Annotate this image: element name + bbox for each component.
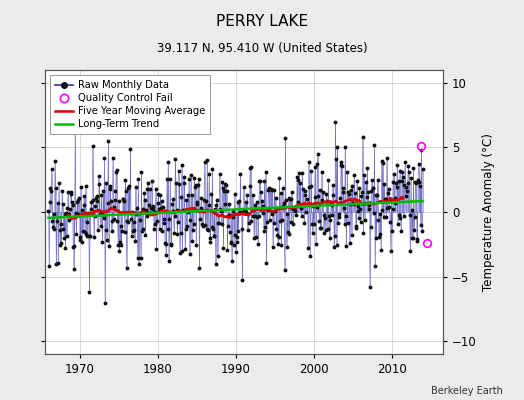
Text: Berkeley Earth: Berkeley Earth	[431, 386, 503, 396]
Text: PERRY LAKE: PERRY LAKE	[216, 14, 308, 29]
Text: 39.117 N, 95.410 W (United States): 39.117 N, 95.410 W (United States)	[157, 42, 367, 55]
Legend: Raw Monthly Data, Quality Control Fail, Five Year Moving Average, Long-Term Tren: Raw Monthly Data, Quality Control Fail, …	[50, 75, 210, 134]
Y-axis label: Temperature Anomaly (°C): Temperature Anomaly (°C)	[482, 133, 495, 291]
